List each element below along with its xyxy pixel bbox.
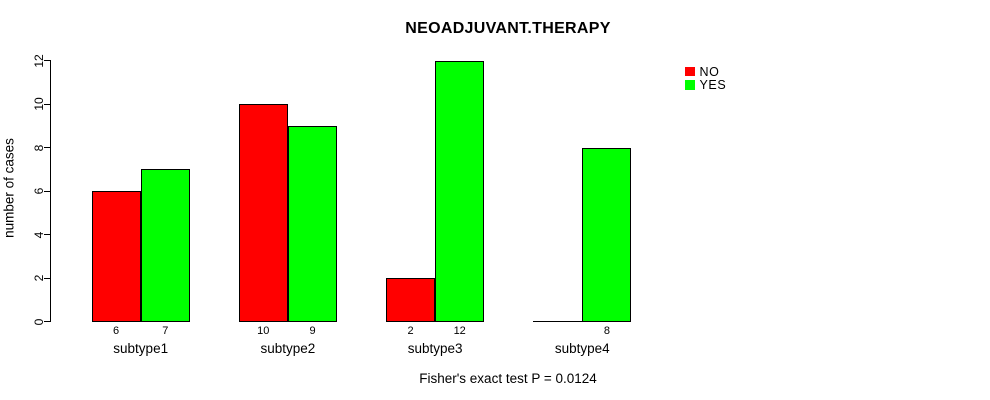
x-axis-label: subtype2 [260, 341, 316, 356]
y-tick-label: 2 [32, 274, 46, 282]
y-tick-label: 0 [32, 318, 46, 325]
y-tick-mark [43, 321, 51, 322]
y-axis-line [50, 60, 51, 322]
bar-value-label: 8 [603, 325, 610, 337]
x-axis-label: subtype3 [407, 341, 463, 356]
bar [385, 278, 436, 322]
bar-value-label: 10 [257, 325, 270, 337]
bar [287, 125, 338, 322]
zero-bar-line [533, 320, 583, 322]
y-tick-mark [43, 60, 51, 61]
y-tick-label: 8 [32, 144, 46, 151]
legend: NO YES [685, 64, 727, 92]
bar [238, 104, 288, 322]
bar-value-label: 6 [113, 325, 120, 337]
x-axis-label: subtype1 [113, 341, 169, 356]
y-axis-label: number of cases [1, 138, 17, 238]
bar [140, 169, 190, 322]
y-tick-mark [43, 147, 51, 148]
bar [435, 60, 485, 322]
bar [91, 191, 141, 322]
y-tick-mark [43, 190, 51, 192]
y-tick-mark [43, 234, 51, 235]
legend-item-yes: YES [685, 77, 727, 92]
y-tick-mark [43, 277, 51, 279]
y-tick-label: 4 [32, 231, 46, 238]
legend-label-yes: YES [699, 77, 727, 92]
bar-value-label: 12 [453, 325, 466, 337]
legend-swatch-no [685, 66, 695, 77]
legend-swatch-yes [685, 80, 695, 90]
y-tick-mark [43, 103, 51, 105]
bar-value-label: 2 [407, 325, 414, 337]
chart-title: NEOADJUVANT.THERAPY [405, 20, 611, 37]
x-axis-label: subtype4 [554, 341, 610, 356]
legend-item-no: NO [685, 64, 726, 79]
caption: Fisher's exact test P = 0.0124 [419, 371, 597, 386]
y-tick-label: 6 [32, 187, 46, 195]
bar [582, 147, 632, 322]
legend-label-no: NO [699, 64, 720, 79]
bar-value-label: 9 [309, 325, 316, 337]
y-tick-label: 10 [32, 97, 46, 111]
bar-value-label: 7 [162, 325, 169, 337]
y-tick-label: 12 [32, 53, 46, 68]
